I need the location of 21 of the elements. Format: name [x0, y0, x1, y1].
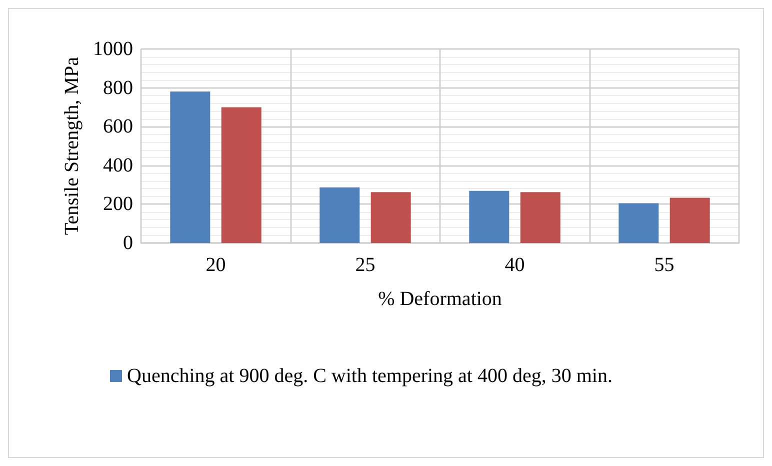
x-axis-title: % Deformation [378, 288, 502, 310]
bar [469, 190, 510, 243]
y-axis-title: Tensile Strength, MPa [61, 56, 84, 236]
y-tick-label: 0 [123, 232, 133, 254]
x-tick-label: 40 [504, 254, 525, 276]
y-tick-label: 400 [103, 154, 133, 176]
bar [170, 91, 210, 243]
x-tick-label: 25 [355, 254, 376, 276]
legend-label: Quenching at 900 deg. C with tempering at 400 deg, 30 min. [127, 365, 612, 387]
y-tick-label: 600 [103, 116, 133, 138]
bar [670, 198, 710, 243]
x-tick-label: 55 [654, 254, 674, 276]
x-tick-label: 20 [206, 254, 226, 276]
y-tick-label: 800 [103, 76, 133, 99]
bar [320, 187, 360, 243]
bar [618, 203, 659, 243]
bar [370, 192, 411, 243]
bar [221, 107, 262, 243]
y-tick-label: 200 [103, 193, 133, 216]
y-tick-label: 1000 [93, 38, 133, 60]
bar [520, 192, 560, 243]
